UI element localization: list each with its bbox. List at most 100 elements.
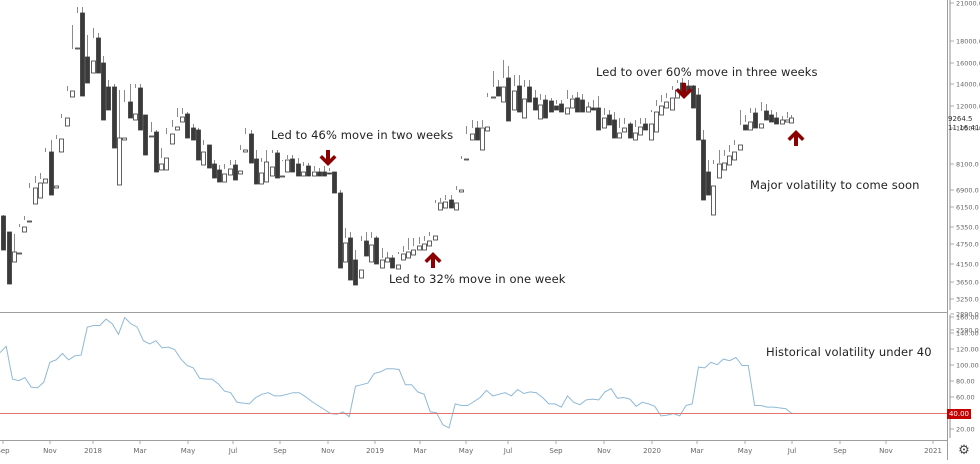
candle xyxy=(322,166,327,177)
arrow-down-icon-1 xyxy=(319,150,337,166)
candle xyxy=(164,128,169,171)
candle xyxy=(380,248,385,269)
arrow-up-icon-1 xyxy=(424,252,442,268)
candle xyxy=(591,100,596,111)
time-tick-label: Jul xyxy=(787,447,797,455)
candle xyxy=(38,173,43,199)
candle xyxy=(649,110,654,141)
candle xyxy=(327,168,332,175)
candle xyxy=(717,150,722,179)
candle xyxy=(128,84,133,119)
volatility-tick-label: 20.00 xyxy=(956,426,975,434)
candle xyxy=(243,128,248,153)
candle xyxy=(575,92,580,113)
candle xyxy=(533,90,538,111)
annotation-hv-under-40: Historical volatility under 40 xyxy=(766,345,932,359)
candle xyxy=(617,118,622,139)
candle xyxy=(748,108,753,131)
candle xyxy=(496,80,501,97)
candle xyxy=(296,158,301,177)
price-tick-label: 4150.0 xyxy=(956,261,979,269)
candle xyxy=(275,150,280,179)
candle xyxy=(506,66,511,122)
candle xyxy=(433,200,438,241)
candle xyxy=(374,236,379,265)
candle xyxy=(306,163,311,177)
candle xyxy=(117,90,122,186)
candle xyxy=(196,128,201,161)
candle xyxy=(427,232,432,247)
price-tick-label: 16000.0 xyxy=(956,60,980,68)
time-tick-label: 2020 xyxy=(643,447,661,455)
candle xyxy=(359,236,364,279)
candle xyxy=(7,231,12,285)
volatility-tick-label: 100.00 xyxy=(956,362,979,370)
arrow-down-icon-2 xyxy=(675,83,693,99)
candle xyxy=(722,150,727,171)
time-tick-label: May xyxy=(459,447,473,455)
time-tick-label: 2021 xyxy=(924,447,942,455)
settings-gear-icon[interactable]: ⚙ xyxy=(958,442,970,458)
candle xyxy=(501,60,506,103)
time-tick-label: May xyxy=(181,447,195,455)
time-tick-label: Mar xyxy=(690,447,703,455)
time-tick-label: Nov xyxy=(597,447,611,455)
candle xyxy=(59,114,64,153)
candle xyxy=(159,148,164,171)
last-price-value: 9264.5 xyxy=(948,115,973,123)
price-axis[interactable]: 21000.0 18000.0 16000.0 14000.0 12000.0 10500… xyxy=(950,0,980,335)
candle xyxy=(170,120,175,145)
candle xyxy=(769,110,774,123)
time-tick-label: 2019 xyxy=(366,447,384,455)
candle xyxy=(143,114,148,156)
candle xyxy=(691,85,696,109)
candlestick-series xyxy=(1,7,794,286)
candle xyxy=(348,232,353,281)
candle xyxy=(101,56,106,121)
candle xyxy=(369,232,374,263)
candle xyxy=(96,33,101,74)
candle xyxy=(85,35,90,84)
candle xyxy=(570,95,575,109)
time-axis[interactable]: Sep Nov 2018 Mar May Jul Sep Nov 2019 Mar May Jul Se… xyxy=(0,441,942,455)
volatility-tick-label: 80.00 xyxy=(956,378,975,386)
bar-countdown: 11:16:41 xyxy=(948,124,980,132)
candle xyxy=(180,108,185,123)
candle xyxy=(233,160,238,181)
candle xyxy=(312,166,317,177)
candle xyxy=(580,94,585,113)
candle xyxy=(527,80,532,103)
price-tick-label: 14000.0 xyxy=(956,81,980,89)
candle xyxy=(554,100,559,111)
annotation-46-percent: Led to 46% move in two weeks xyxy=(271,128,454,142)
candle xyxy=(454,186,459,211)
candle xyxy=(122,90,127,141)
candle xyxy=(201,140,206,166)
candle xyxy=(743,115,748,131)
candle xyxy=(285,155,290,173)
candle xyxy=(622,118,627,133)
candle xyxy=(106,80,111,111)
candle xyxy=(664,93,669,109)
candle xyxy=(643,118,648,131)
candle xyxy=(696,88,701,141)
candle xyxy=(732,140,737,161)
annotation-60-percent: Led to over 60% move in three weeks xyxy=(596,65,818,79)
candle xyxy=(459,156,464,193)
candle xyxy=(559,100,564,113)
price-tick-label: 6150.0 xyxy=(956,204,979,212)
candle xyxy=(222,164,227,183)
candle xyxy=(138,84,143,131)
candle xyxy=(12,234,17,263)
price-tick-label: 2890.0 xyxy=(956,311,979,319)
candle xyxy=(549,98,554,113)
volatility-axis[interactable]: 160.00 140.00 120.00 100.00 80.00 60.00 20.00 xyxy=(950,314,979,434)
volatility-tick-label: 160.00 xyxy=(956,314,979,322)
candle xyxy=(449,195,454,209)
price-tick-label: 10500.0 xyxy=(956,125,980,133)
candle xyxy=(259,158,264,185)
price-tick-label: 3650.0 xyxy=(956,279,979,287)
candle xyxy=(670,86,675,111)
